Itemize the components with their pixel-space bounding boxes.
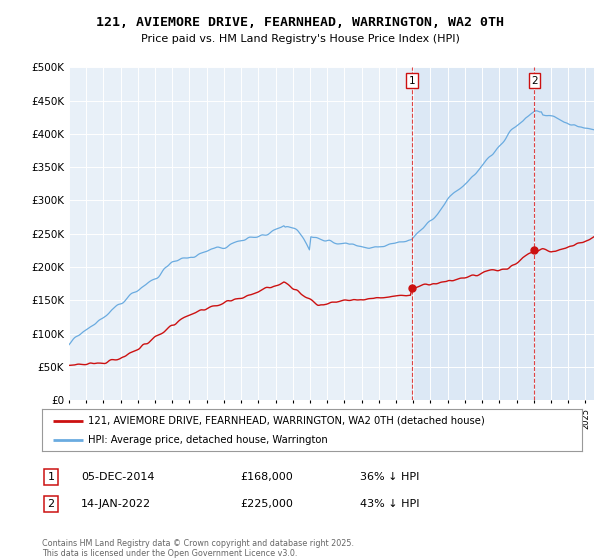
Text: Contains HM Land Registry data © Crown copyright and database right 2025.
This d: Contains HM Land Registry data © Crown c…: [42, 539, 354, 558]
Text: 05-DEC-2014: 05-DEC-2014: [81, 472, 155, 482]
Text: HPI: Average price, detached house, Warrington: HPI: Average price, detached house, Warr…: [88, 435, 328, 445]
Text: 43% ↓ HPI: 43% ↓ HPI: [360, 499, 419, 509]
Text: £225,000: £225,000: [240, 499, 293, 509]
Text: 1: 1: [409, 76, 415, 86]
Bar: [412, 67, 600, 400]
Text: Price paid vs. HM Land Registry's House Price Index (HPI): Price paid vs. HM Land Registry's House …: [140, 34, 460, 44]
Text: 121, AVIEMORE DRIVE, FEARNHEAD, WARRINGTON, WA2 0TH (detached house): 121, AVIEMORE DRIVE, FEARNHEAD, WARRINGT…: [88, 416, 485, 426]
Text: 121, AVIEMORE DRIVE, FEARNHEAD, WARRINGTON, WA2 0TH: 121, AVIEMORE DRIVE, FEARNHEAD, WARRINGT…: [96, 16, 504, 29]
Text: 2: 2: [531, 76, 538, 86]
Text: 1: 1: [47, 472, 55, 482]
Text: 14-JAN-2022: 14-JAN-2022: [81, 499, 151, 509]
Text: 2: 2: [47, 499, 55, 509]
Text: £168,000: £168,000: [240, 472, 293, 482]
Text: 36% ↓ HPI: 36% ↓ HPI: [360, 472, 419, 482]
